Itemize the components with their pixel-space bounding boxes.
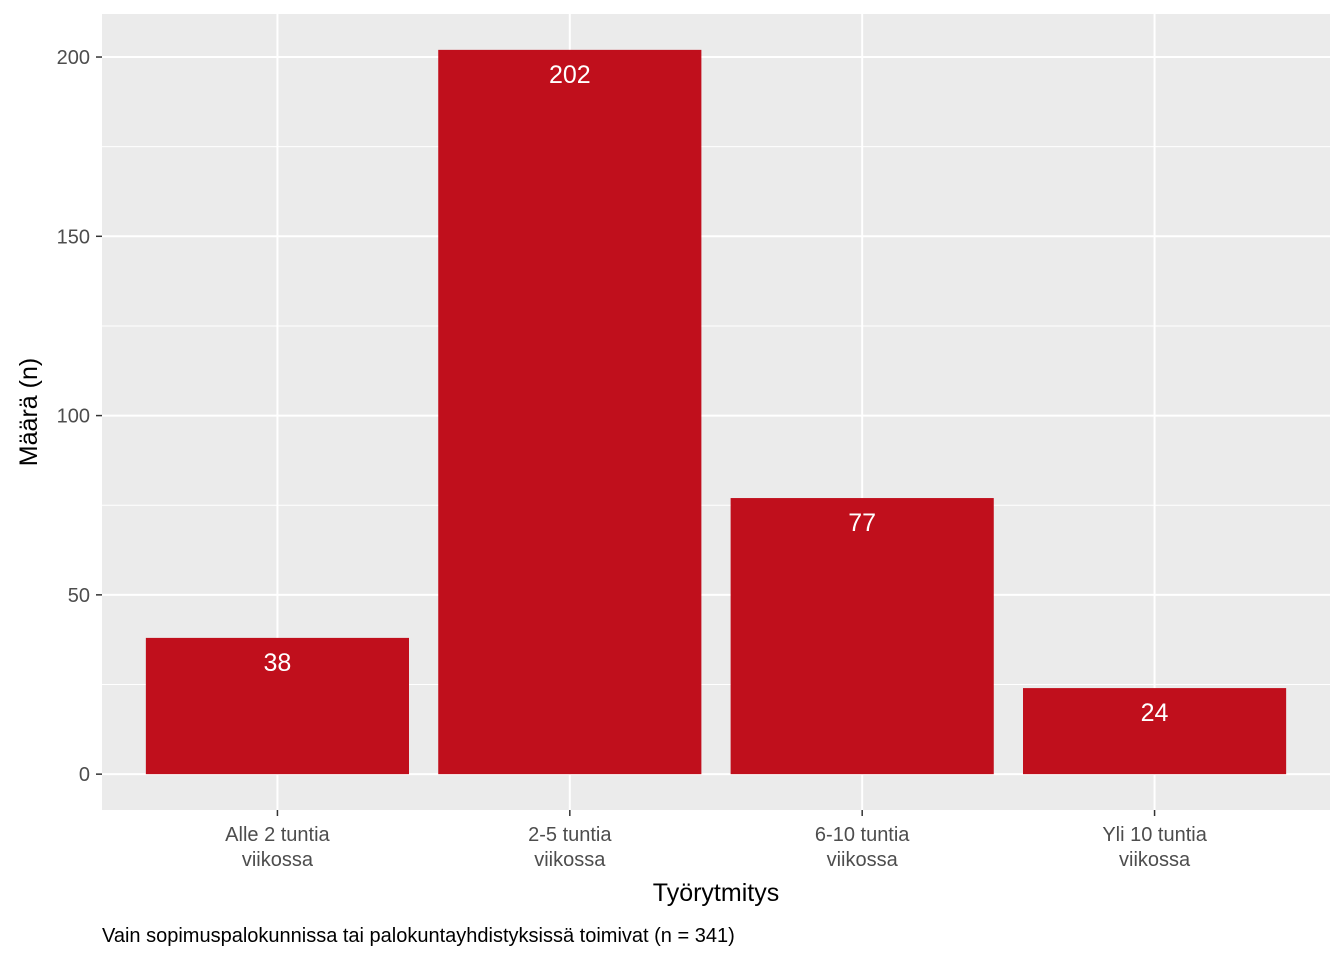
x-tick-label-line: Yli 10 tuntia [1102,824,1207,846]
bar-labels: 38 202 77 24 [264,61,1169,727]
x-tick-label: Alle 2 tuntia viikossa [225,824,330,871]
bar [145,637,409,775]
y-tick-label: 150 [57,226,90,248]
bars [145,49,1287,775]
bar [438,49,702,775]
y-tick-label: 200 [57,47,90,69]
bar-value-label: 202 [549,61,591,89]
x-tick-label-line: viikossa [1119,849,1191,871]
bar [1023,688,1287,775]
x-axis-title: Työrytmitys [653,879,779,907]
x-tick-label-line: Alle 2 tuntia [225,824,330,846]
x-tick-label-line: 6-10 tuntia [815,824,910,846]
x-tick-label: 2-5 tuntia viikossa [528,824,612,871]
chart-caption: Vain sopimuspalokunnissa tai palokuntayh… [102,925,735,947]
y-tick-label: 100 [57,406,90,428]
bar-value-label: 77 [848,509,876,537]
y-axis: 0 50 100 150 200 [57,47,102,786]
y-tick-label: 0 [79,764,90,786]
bar-value-label: 24 [1141,699,1169,727]
x-tick-label: 6-10 tuntia viikossa [815,824,910,871]
y-tick-label: 50 [68,585,90,607]
x-tick-label-line: viikossa [534,849,606,871]
bar [730,498,994,775]
x-tick-label-line: 2-5 tuntia [528,824,612,846]
x-tick-label: Yli 10 tuntia viikossa [1102,824,1207,871]
x-tick-label-line: viikossa [242,849,314,871]
x-tick-label-line: viikossa [827,849,899,871]
bar-value-label: 38 [264,649,292,677]
y-axis-title: Määrä (n) [15,358,43,466]
